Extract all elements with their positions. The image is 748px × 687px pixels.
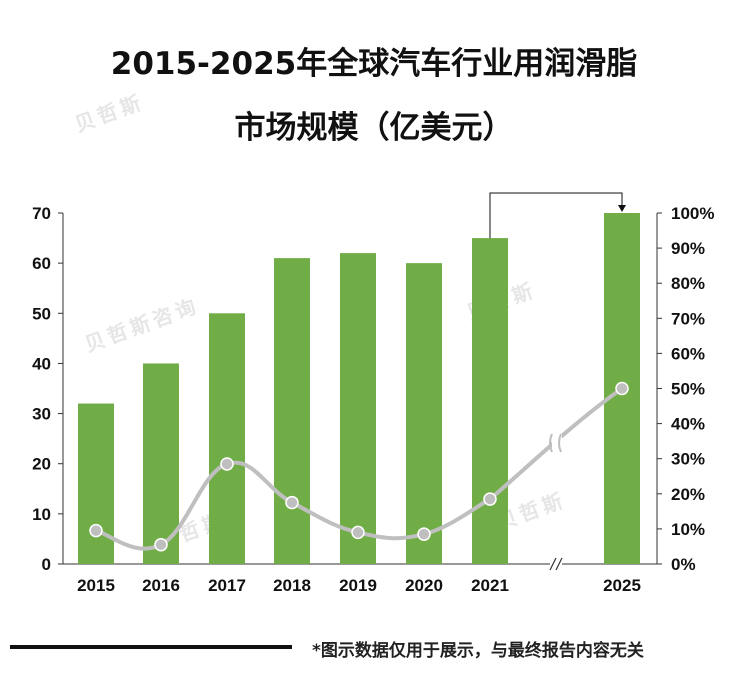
growth-point-2021 xyxy=(483,492,497,506)
y-left-tick-label: 40 xyxy=(32,354,51,373)
line-break-gap xyxy=(552,434,562,452)
y-left-tick-label: 10 xyxy=(32,505,51,524)
chart-title-line-1: 2015-2025年全球汽车行业用润滑脂 xyxy=(110,46,638,82)
annotation-connector xyxy=(489,192,623,239)
x-tick-label-2020: 2020 xyxy=(405,576,443,595)
footer-divider xyxy=(10,645,292,649)
y-right-tick-label: 90% xyxy=(671,239,705,258)
x-tick-label-2019: 2019 xyxy=(339,576,377,595)
y-right-tick-label: 50% xyxy=(671,380,705,399)
x-tick-label-2018: 2018 xyxy=(273,576,311,595)
x-tick-label-2015: 2015 xyxy=(77,576,115,595)
annotation-arrowhead xyxy=(618,205,626,212)
y-left-tick-label: 60 xyxy=(32,254,51,273)
growth-point-2017 xyxy=(220,457,234,471)
bar-2016 xyxy=(143,363,179,564)
x-tick-label-2021: 2021 xyxy=(471,576,509,595)
x-axis-break-mark xyxy=(555,557,563,571)
y-right-tick-label: 80% xyxy=(671,274,705,293)
growth-point-2020 xyxy=(417,527,431,541)
x-tick-label-2025: 2025 xyxy=(603,576,641,595)
bar-2020 xyxy=(406,263,442,564)
y-right-tick-label: 60% xyxy=(671,344,705,363)
bar-2017 xyxy=(209,313,245,564)
y-right-tick-label: 100% xyxy=(671,204,714,223)
y-right-tick-label: 10% xyxy=(671,520,705,539)
bar-2018 xyxy=(274,258,310,564)
y-left-tick-label: 20 xyxy=(32,455,51,474)
chart-title-line-2: 市场规模（亿美元） xyxy=(234,110,514,146)
y-right-tick-label: 70% xyxy=(671,309,705,328)
growth-point-2016 xyxy=(154,537,168,552)
y-right-tick-label: 20% xyxy=(671,485,705,504)
y-right-tick-label: 30% xyxy=(671,450,705,469)
bar-2021 xyxy=(472,238,508,565)
y-left-tick-label: 0 xyxy=(42,555,51,574)
growth-point-2025 xyxy=(615,381,629,396)
x-axis-break-gap xyxy=(550,556,562,572)
y-right-tick-label: 40% xyxy=(671,415,705,434)
y-left-tick-label: 30 xyxy=(32,405,51,424)
svg-text:贝哲斯: 贝哲斯 xyxy=(72,90,148,137)
line-break-mark xyxy=(558,433,562,453)
y-right-tick-label: 0% xyxy=(671,555,696,574)
bar-2019 xyxy=(340,253,376,564)
bar-2015 xyxy=(78,403,114,564)
x-tick-label-2017: 2017 xyxy=(208,576,246,595)
x-axis-break-mark xyxy=(549,557,557,571)
footnote: *图示数据仅用于展示，与最终报告内容无关 xyxy=(312,641,644,661)
line-break-mark xyxy=(549,433,553,453)
svg-text:贝哲斯咨询: 贝哲斯咨询 xyxy=(82,293,203,357)
growth-point-2018 xyxy=(285,495,299,510)
y-left-tick-label: 50 xyxy=(32,304,51,323)
growth-point-2015 xyxy=(89,523,103,538)
y-left-tick-label: 70 xyxy=(32,204,51,223)
growth-rate-line xyxy=(95,386,624,551)
growth-point-2019 xyxy=(351,525,365,540)
x-tick-label-2016: 2016 xyxy=(142,576,180,595)
